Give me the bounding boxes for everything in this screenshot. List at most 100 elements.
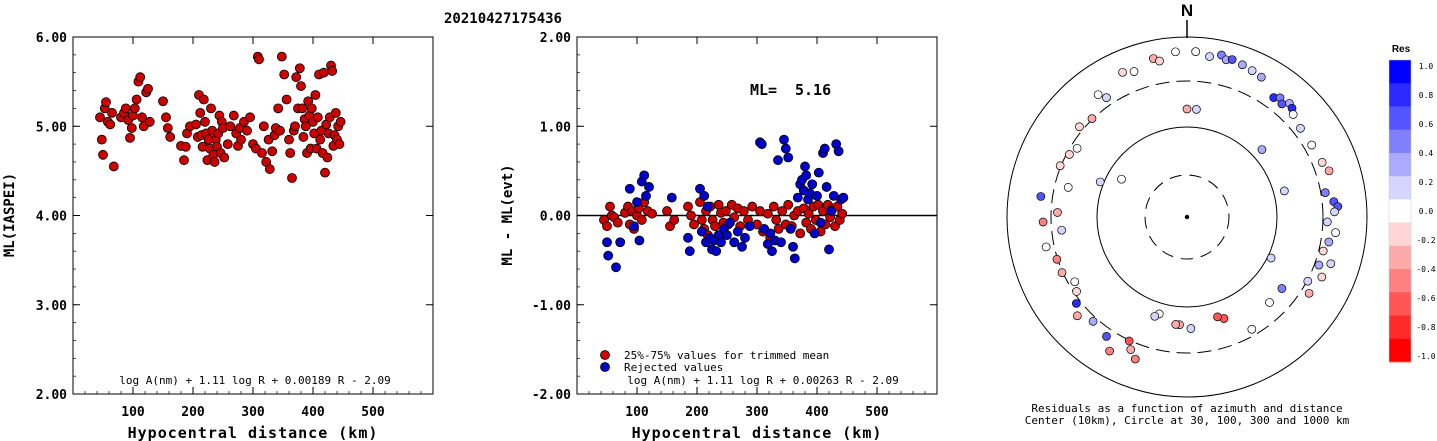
polar-station-point (1057, 268, 1067, 277)
polar-station-point (1303, 276, 1313, 286)
colorbar-swatch (1389, 292, 1411, 317)
polar-station-point (1288, 110, 1298, 119)
chart1-point-series0 (161, 112, 171, 123)
chart1-point-series0 (143, 83, 153, 94)
polar-station-point (1317, 158, 1327, 167)
polar-station-point (1257, 72, 1266, 82)
polar-station-point (1095, 177, 1105, 187)
polar-station-point (1171, 47, 1180, 57)
chart1-point-series0 (294, 63, 305, 74)
polar-station-point (1072, 311, 1082, 321)
colorbar-swatch (1389, 106, 1411, 131)
polar-station-point (1130, 354, 1140, 364)
colorbar-swatch (1389, 152, 1411, 177)
chart2-ylabel: ML - ML(evt) (500, 164, 516, 265)
polar-station-point (1331, 228, 1340, 237)
polar-station-point (1041, 242, 1051, 252)
chart2-formula: log A(nm) + 1.11 log R + 0.00263 R - 2.0… (627, 374, 899, 387)
legend-label-rejected: Rejected values (624, 361, 723, 374)
chart1-point-series0 (195, 107, 206, 118)
chart2-point-series1 (824, 244, 834, 255)
chart2-xtick-label: 200 (685, 405, 709, 420)
polar-station-point (1277, 284, 1287, 293)
ring-1000km (1006, 36, 1368, 398)
chart1-point-series0 (306, 103, 317, 114)
chart1-ytick-label: 5.00 (36, 120, 67, 135)
polar-station-point (1102, 93, 1111, 102)
chart1-point-series0 (279, 69, 290, 80)
epicenter-marker (1184, 214, 1190, 220)
chart2-point-series1 (699, 190, 710, 201)
polar-station-point (1247, 324, 1257, 334)
colorbar-swatch (1389, 338, 1411, 363)
chart1-point-series0 (320, 167, 330, 178)
colorbar-swatch (1389, 269, 1411, 293)
chart1-point-series0 (297, 103, 308, 114)
chart1-point-series0 (126, 123, 137, 133)
chart1-formula: log A(nm) + 1.11 log R + 0.00189 R - 2.0… (119, 374, 391, 387)
chart1-point-series0 (144, 116, 155, 127)
chart2-point-series1 (725, 217, 735, 228)
colorbar-swatch (1389, 222, 1411, 247)
chart2-point-series1 (788, 241, 798, 252)
ml-label: ML= (750, 81, 777, 99)
ring-100km (1096, 126, 1278, 308)
ml-value: 5.16 (795, 81, 831, 99)
chart1-point-series0 (206, 103, 216, 114)
chart1-point-series0 (191, 119, 201, 130)
ring-30km (1144, 174, 1230, 260)
chart2-point-series1 (666, 192, 677, 203)
colorbar-tick-label: -0.2 (1416, 236, 1435, 245)
chart2-point-series1 (737, 241, 747, 252)
polar-station-point (1038, 217, 1048, 227)
chart2-point-series1 (732, 226, 743, 237)
chart2-point-series1 (783, 152, 794, 163)
chart2-point-series1 (629, 221, 639, 232)
chart1-point-series0 (267, 146, 278, 157)
chart1-xtick-label: 100 (121, 405, 145, 420)
chart1-point-series0 (125, 132, 135, 143)
polar-station-point (1118, 67, 1127, 77)
polar-station-point (1065, 150, 1074, 159)
chart1-point-series0 (335, 116, 346, 127)
chart1-point-series0 (334, 139, 345, 150)
event-id-title: 20210427175436 (444, 11, 562, 27)
chart1-point-series0 (120, 103, 131, 114)
chart1-point-series0 (318, 67, 329, 78)
chart2-xlabel: Hypocentral distance (km) (632, 424, 883, 441)
chart2-xtick-label: 500 (865, 405, 889, 420)
chart1-point-series0 (258, 121, 269, 132)
polar-station-point (1247, 66, 1257, 76)
chart2-point-series1 (632, 197, 642, 208)
polar-station-point (1314, 260, 1324, 270)
chart2-point-series1 (801, 170, 812, 181)
legend-label-trimmed: 25%-75% values for trimmed mean (624, 349, 829, 362)
chart1-point-series0 (95, 112, 105, 123)
polar-station-point (1192, 105, 1201, 114)
chart2-point-series1 (683, 232, 693, 243)
chart2-point-series0 (720, 206, 731, 216)
colorbar-swatch (1389, 245, 1411, 270)
polar-station-point (1072, 299, 1081, 308)
colorbar-tick-label: 1.0 (1419, 62, 1434, 71)
colorbar-tick-label: -1.0 (1416, 352, 1435, 361)
azimuth-residual-polar-chart: N Residuals as a function of azimuth and… (1006, 1, 1368, 427)
colorbar-tick-label: 0.0 (1419, 207, 1434, 216)
chart2-point-series1 (826, 206, 837, 216)
chart2-point-series1 (684, 246, 695, 257)
chart1-point-series0 (298, 132, 309, 142)
chart1-point-series0 (108, 161, 119, 172)
chart1-point-series0 (310, 90, 321, 100)
polar-station-point (1150, 311, 1160, 321)
chart1-point-series0 (276, 51, 287, 62)
polar-station-point (1326, 259, 1336, 269)
polar-station-point (1191, 47, 1201, 56)
polar-station-point (1266, 253, 1276, 263)
polar-station-point (1317, 272, 1327, 282)
chart2-point-series1 (833, 146, 844, 157)
chart2-point-series0 (773, 223, 784, 234)
legend-marker-rejected (600, 362, 610, 372)
polar-station-point (1155, 56, 1164, 66)
chart1-point-series0 (275, 125, 285, 136)
polar-station-point (1124, 336, 1134, 346)
